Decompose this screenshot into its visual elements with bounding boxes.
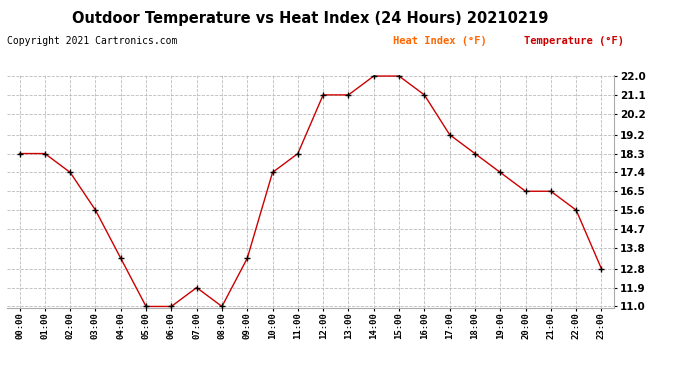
Text: Heat Index (°F): Heat Index (°F) xyxy=(393,36,487,46)
Text: Outdoor Temperature vs Heat Index (24 Hours) 20210219: Outdoor Temperature vs Heat Index (24 Ho… xyxy=(72,11,549,26)
Text: Copyright 2021 Cartronics.com: Copyright 2021 Cartronics.com xyxy=(7,36,177,46)
Text: Temperature (°F): Temperature (°F) xyxy=(524,36,624,46)
